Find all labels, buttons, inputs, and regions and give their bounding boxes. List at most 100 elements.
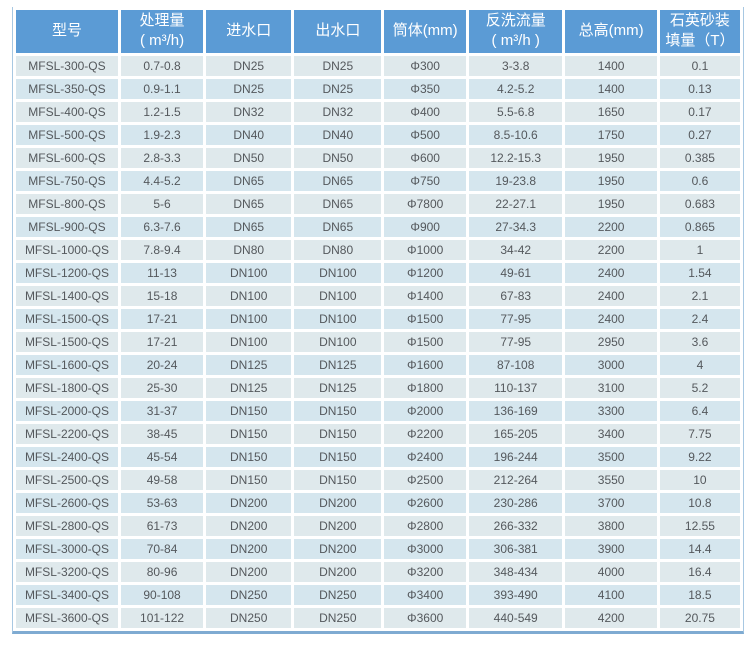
table-cell: Φ1000 bbox=[384, 239, 466, 260]
table-cell: 5.5-6.8 bbox=[468, 101, 563, 122]
table-cell: 3300 bbox=[565, 400, 657, 421]
table-cell: 8.5-10.6 bbox=[468, 124, 563, 145]
table-cell: DN100 bbox=[294, 285, 382, 306]
table-row: MFSL-1400-QS 15-18 DN100 DN100 Φ1400 67-83 240… bbox=[16, 285, 740, 306]
table-cell: 2400 bbox=[565, 285, 657, 306]
table-cell: DN125 bbox=[294, 354, 382, 375]
table-cell: Φ1400 bbox=[384, 285, 466, 306]
column-header-height: 总高(mm) bbox=[565, 10, 657, 53]
table-cell: 0.865 bbox=[659, 216, 740, 237]
table-cell: DN200 bbox=[294, 538, 382, 559]
model-cell: MFSL-1800-QS bbox=[16, 377, 118, 398]
table-cell: Φ1500 bbox=[384, 331, 466, 352]
table-cell: 3800 bbox=[565, 515, 657, 536]
table-cell: DN200 bbox=[206, 538, 292, 559]
column-header-quartz: 石英砂装 填量（T） bbox=[659, 10, 740, 53]
table-cell: DN100 bbox=[206, 331, 292, 352]
table-cell: 1750 bbox=[565, 124, 657, 145]
table-cell: 440-549 bbox=[468, 607, 563, 628]
table-cell: Φ350 bbox=[384, 78, 466, 99]
table-cell: 2950 bbox=[565, 331, 657, 352]
table-row: MFSL-1500-QS 17-21 DN100 DN100 Φ1500 77-95 240… bbox=[16, 308, 740, 329]
table-cell: 27-34.3 bbox=[468, 216, 563, 237]
table-cell: 90-108 bbox=[120, 584, 204, 605]
table-cell: DN65 bbox=[294, 170, 382, 191]
table-cell: DN200 bbox=[294, 561, 382, 582]
table-cell: 230-286 bbox=[468, 492, 563, 513]
table-cell: DN200 bbox=[294, 515, 382, 536]
model-cell: MFSL-350-QS bbox=[16, 78, 118, 99]
table-cell: Φ1500 bbox=[384, 308, 466, 329]
table-row: MFSL-2200-QS 38-45 DN150 DN150 Φ2200 165-205 3… bbox=[16, 423, 740, 444]
table-row: MFSL-3600-QS 101-122 DN250 DN250 Φ3600 440-54… bbox=[16, 607, 740, 628]
table-cell: DN100 bbox=[206, 308, 292, 329]
table-cell: DN50 bbox=[294, 147, 382, 168]
table-cell: 45-54 bbox=[120, 446, 204, 467]
table-cell: DN250 bbox=[294, 584, 382, 605]
table-cell: 7.8-9.4 bbox=[120, 239, 204, 260]
table-cell: DN100 bbox=[294, 262, 382, 283]
table-row: MFSL-1000-QS 7.8-9.4 DN80 DN80 Φ1000 34-42 220… bbox=[16, 239, 740, 260]
table-cell: Φ400 bbox=[384, 101, 466, 122]
table-cell: Φ2400 bbox=[384, 446, 466, 467]
table-cell: 0.13 bbox=[659, 78, 740, 99]
table-row: MFSL-1600-QS 20-24 DN125 DN125 Φ1600 87-108 30… bbox=[16, 354, 740, 375]
table-cell: 0.7-0.8 bbox=[120, 55, 204, 76]
table-cell: 17-21 bbox=[120, 308, 204, 329]
table-cell: 5-6 bbox=[120, 193, 204, 214]
table-row: MFSL-2000-QS 31-37 DN150 DN150 Φ2000 136-169 3… bbox=[16, 400, 740, 421]
table-row: MFSL-2400-QS 45-54 DN150 DN150 Φ2400 196-244 3… bbox=[16, 446, 740, 467]
table-cell: 3000 bbox=[565, 354, 657, 375]
table-cell: 4 bbox=[659, 354, 740, 375]
model-cell: MFSL-3000-QS bbox=[16, 538, 118, 559]
table-cell: 19-23.8 bbox=[468, 170, 563, 191]
table-cell: 61-73 bbox=[120, 515, 204, 536]
table-cell: 0.6 bbox=[659, 170, 740, 191]
table-cell: 14.4 bbox=[659, 538, 740, 559]
table-cell: DN150 bbox=[294, 400, 382, 421]
table-cell: DN125 bbox=[206, 377, 292, 398]
table-cell: 393-490 bbox=[468, 584, 563, 605]
table-cell: 7.75 bbox=[659, 423, 740, 444]
table-cell: 1 bbox=[659, 239, 740, 260]
table-cell: 110-137 bbox=[468, 377, 563, 398]
model-cell: MFSL-1600-QS bbox=[16, 354, 118, 375]
table-cell: Φ1200 bbox=[384, 262, 466, 283]
table-cell: 20.75 bbox=[659, 607, 740, 628]
table-cell: 3.6 bbox=[659, 331, 740, 352]
table-cell: 2.4 bbox=[659, 308, 740, 329]
table-cell: 9.22 bbox=[659, 446, 740, 467]
table-cell: 49-58 bbox=[120, 469, 204, 490]
table-cell: 80-96 bbox=[120, 561, 204, 582]
table-row: MFSL-300-QS 0.7-0.8 DN25 DN25 Φ300 3-3.8 1400 0… bbox=[16, 55, 740, 76]
table-cell: 87-108 bbox=[468, 354, 563, 375]
table-cell: 10.8 bbox=[659, 492, 740, 513]
table-cell: DN150 bbox=[294, 446, 382, 467]
table-cell: 196-244 bbox=[468, 446, 563, 467]
table-cell: DN65 bbox=[294, 216, 382, 237]
table-cell: DN40 bbox=[294, 124, 382, 145]
model-cell: MFSL-1500-QS bbox=[16, 308, 118, 329]
model-cell: MFSL-800-QS bbox=[16, 193, 118, 214]
table-cell: 18.5 bbox=[659, 584, 740, 605]
table-cell: DN200 bbox=[206, 515, 292, 536]
model-cell: MFSL-900-QS bbox=[16, 216, 118, 237]
table-cell: 12.2-15.3 bbox=[468, 147, 563, 168]
table-row: MFSL-350-QS 0.9-1.1 DN25 DN25 Φ350 4.2-5.2 140… bbox=[16, 78, 740, 99]
table-cell: 3400 bbox=[565, 423, 657, 444]
model-cell: MFSL-2200-QS bbox=[16, 423, 118, 444]
table-cell: 1400 bbox=[565, 78, 657, 99]
table-cell: DN80 bbox=[294, 239, 382, 260]
table-cell: 4.4-5.2 bbox=[120, 170, 204, 191]
table-row: MFSL-400-QS 1.2-1.5 DN32 DN32 Φ400 5.5-6.8 165… bbox=[16, 101, 740, 122]
table-cell: 67-83 bbox=[468, 285, 563, 306]
table-cell: DN32 bbox=[206, 101, 292, 122]
table-cell: DN100 bbox=[294, 308, 382, 329]
spec-table: 型号 处理量 ( m³/h) 进水口 出水口 筒体(mm) 反洗流量 ( m³/h ) 总高… bbox=[13, 7, 743, 631]
table-row: MFSL-2600-QS 53-63 DN200 DN200 Φ2600 230-286 3… bbox=[16, 492, 740, 513]
table-cell: 266-332 bbox=[468, 515, 563, 536]
table-cell: 1950 bbox=[565, 170, 657, 191]
table-cell: 3700 bbox=[565, 492, 657, 513]
table-cell: 6.4 bbox=[659, 400, 740, 421]
table-cell: 4000 bbox=[565, 561, 657, 582]
